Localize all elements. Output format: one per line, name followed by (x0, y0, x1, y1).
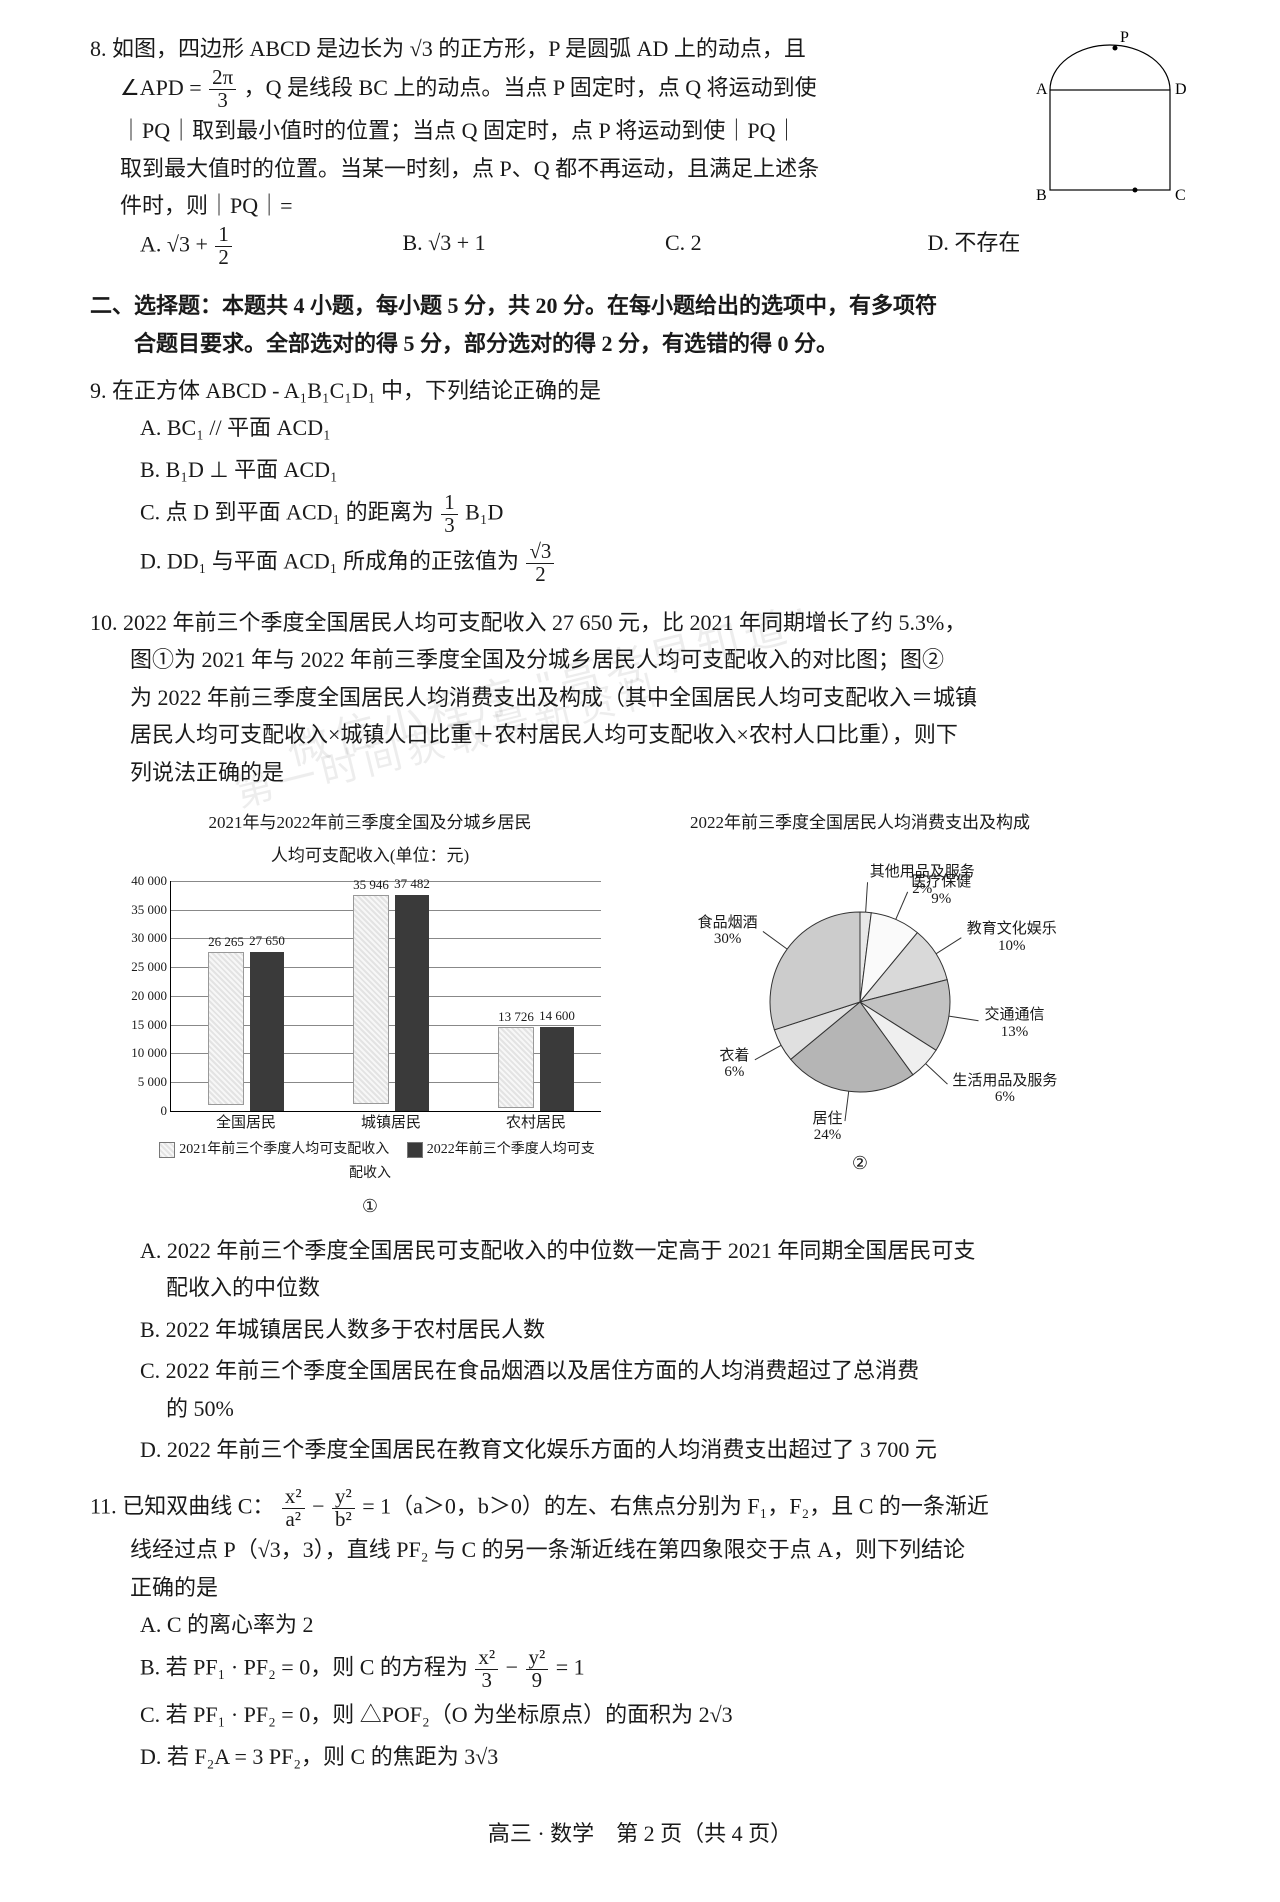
question-9: 9. 在正方体 ABCD - A₁B₁C₁D₁ 中，下列结论正确的是 A. BC… (90, 372, 1190, 586)
svg-text:P: P (1120, 30, 1129, 46)
q9-choice-A: A. BC₁ // 平面 ACD₁ (140, 409, 1190, 446)
q9-choice-C: C. 点 D 到平面 ACD₁ 的距离为 13 B₁D (140, 492, 1190, 537)
q10-choice-D: D. 2022 年前三个季度全国居民在教育文化娱乐方面的人均消费支出超过了 3 … (140, 1431, 1190, 1468)
q9-choice-B: B. B₁D ⊥ 平面 ACD₁ (140, 451, 1190, 488)
q8-fraction: 2π 3 (209, 67, 236, 112)
q10-choice-A: A. 2022 年前三个季度全国居民可支配收入的中位数一定高于 2021 年同期… (140, 1232, 1190, 1307)
svg-text:B: B (1036, 187, 1047, 204)
q9-choice-D: D. DD₁ 与平面 ACD₁ 所成角的正弦值为 √32 (140, 541, 1190, 586)
q8-choice-C: C. 2 (665, 224, 928, 269)
q11-choice-C: C. 若 PF₁ · PF₂ = 0，则 △POF₂（O 为坐标原点）的面积为 … (140, 1696, 1190, 1733)
q10-choice-C: C. 2022 年前三个季度全国居民在食品烟酒以及居住方面的人均消费超过了总消费… (140, 1352, 1190, 1427)
q8-choice-D: D. 不存在 (928, 224, 1191, 269)
q8-figure: P A D B C (1030, 30, 1190, 221)
q8-choice-A: A. √3 + 12 (140, 224, 403, 269)
q11-choice-B: B. 若 PF₁ · PF₂ = 0，则 C 的方程为 x²3 − y²9 = … (140, 1647, 1190, 1692)
section-2-header: 二、选择题：本题共 4 小题，每小题 5 分，共 20 分。在每小题给出的选项中… (90, 287, 1190, 362)
page-footer: 高三 · 数学 第 2 页（共 4 页） (90, 1815, 1190, 1852)
q8-line1: 如图，四边形 ABCD 是边长为 √3 的正方形，P 是圆弧 AD 上的动点，且 (112, 36, 806, 61)
q8-number: 8. (90, 36, 107, 61)
q11-choice-D: D. 若 F₂A = 3 PF₂，则 C 的焦距为 3√3 (140, 1738, 1190, 1775)
question-10: 10. 2022 年前三个季度全国居民人均可支配收入 27 650 元，比 20… (90, 604, 1190, 1468)
svg-text:D: D (1175, 81, 1187, 98)
q10-choice-B: B. 2022 年城镇居民人数多于农村居民人数 (140, 1311, 1190, 1348)
q8-choice-B: B. √3 + 1 (403, 224, 666, 269)
q11-choice-A: A. C 的离心率为 2 (140, 1606, 1190, 1643)
svg-text:C: C (1175, 187, 1186, 204)
bar-chart: 2021年与2022年前三季度全国及分城乡居民 人均可支配收入(单位：元) 05… (140, 809, 600, 1222)
pie-chart: 2022年前三季度全国居民人均消费支出及构成 其他用品及服务2%医疗保健9%教育… (630, 809, 1090, 1222)
question-11: 11. 已知双曲线 C： x²a² − y²b² = 1（a＞0，b＞0）的左、… (90, 1486, 1190, 1775)
question-8: 8. 如图，四边形 ABCD 是边长为 √3 的正方形，P 是圆弧 AD 上的动… (90, 30, 1190, 269)
svg-text:A: A (1036, 81, 1048, 98)
